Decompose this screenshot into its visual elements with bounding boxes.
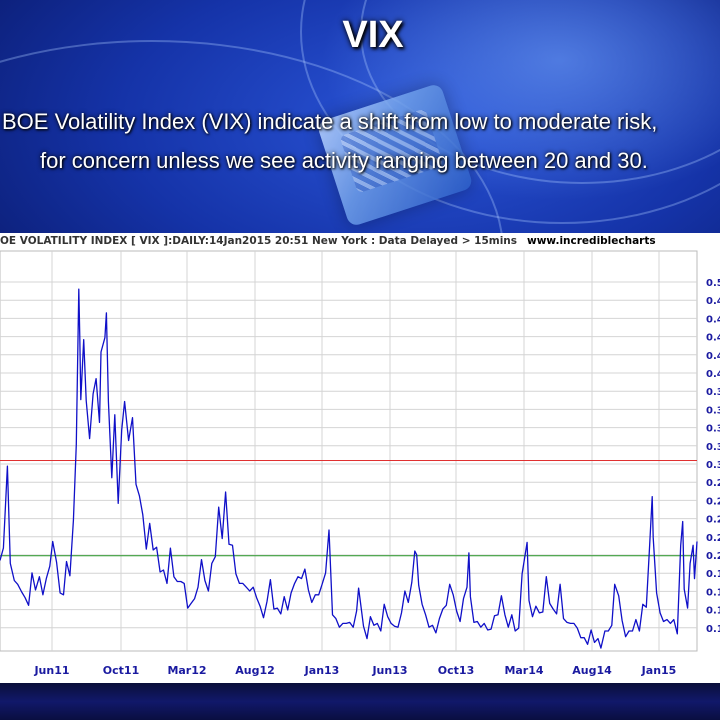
y-tick-label: 0.4 — [706, 351, 720, 362]
x-tick-label: Jun11 — [33, 664, 69, 677]
chart-header: OE VOLATILITY INDEX [ VIX ]:DAILY:14Jan2… — [0, 235, 720, 249]
x-tick-label: Mar12 — [167, 664, 206, 677]
y-tick-label: 0.1 — [706, 569, 720, 580]
y-tick-label: 0.1 — [706, 606, 720, 617]
y-tick-label: 0.2 — [706, 515, 720, 526]
x-tick-label: Oct13 — [438, 664, 474, 677]
x-tick-label: Jan13 — [304, 664, 340, 677]
x-tick-label: Oct11 — [103, 664, 139, 677]
x-tick-label: Jun13 — [371, 664, 407, 677]
y-tick-label: 0.2 — [706, 533, 720, 544]
x-tick-label: Jan15 — [641, 664, 677, 677]
caption-line-1: BOE Volatility Index (VIX) indicate a sh… — [2, 109, 658, 134]
x-tick-label: Mar14 — [504, 664, 543, 677]
y-tick-label: 0.3 — [706, 460, 720, 471]
y-tick-label: 0.3 — [706, 442, 720, 453]
chart-source: www.incrediblecharts — [527, 235, 656, 247]
y-tick-label: 0.4 — [706, 296, 720, 307]
y-tick-label: 0.1 — [706, 587, 720, 598]
y-tick-label: 0.4 — [706, 314, 720, 325]
slide-title: VIX — [342, 14, 404, 56]
x-tick-label: Aug12 — [235, 664, 275, 677]
caption-line-2: for concern unless we see activity rangi… — [40, 148, 648, 173]
slide-background — [0, 0, 720, 233]
y-tick-label: 0.2 — [706, 478, 720, 489]
chart-panel: OE VOLATILITY INDEX [ VIX ]:DAILY:14Jan2… — [0, 233, 720, 683]
vix-series-line — [0, 288, 698, 649]
y-tick-label: 0.5 — [706, 278, 720, 289]
y-tick-label: 0.3 — [706, 424, 720, 435]
y-tick-label: 0.2 — [706, 496, 720, 507]
vix-line-chart: 0.5 0.4 0.4 0.4 0.4 0.4 0.3 0.3 0.3 0.3 0.3 0.2 0.2 0… — [0, 250, 720, 677]
chart-header-label: OE VOLATILITY INDEX [ VIX ]:DAILY:14Jan2… — [0, 235, 518, 247]
y-tick-label: 0.2 — [706, 551, 720, 562]
bottom-bar — [0, 683, 720, 720]
y-tick-label: 0.3 — [706, 405, 720, 416]
x-tick-label: Aug14 — [572, 664, 612, 677]
y-tick-label: 0.3 — [706, 387, 720, 398]
y-tick-label: 0.4 — [706, 369, 720, 380]
y-tick-label: 0.1 — [706, 624, 720, 635]
y-tick-label: 0.4 — [706, 333, 720, 344]
